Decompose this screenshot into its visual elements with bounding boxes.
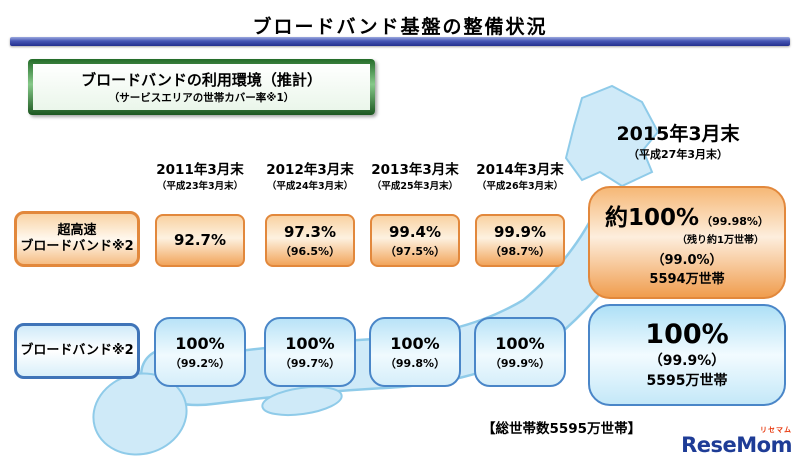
legend-box-inner: ブロードバンドの利用環境（推計） （サービスエリアの世帯カバー率※1） bbox=[33, 64, 370, 110]
cell-broadband-2014: 100% （99.9%） bbox=[474, 317, 566, 387]
cell-superfast-2011: 92.7% bbox=[155, 214, 245, 267]
resemom-logo: ReseMom bbox=[681, 433, 792, 457]
final-percent: （99.0%） bbox=[651, 253, 723, 268]
legend-subtitle: （サービスエリアの世帯カバー率※1） bbox=[108, 92, 295, 104]
column-header-2012: 2012年3月末 （平成24年3月末） bbox=[250, 158, 370, 192]
cell-subvalue: （98.7%） bbox=[489, 244, 551, 258]
cell-subvalue: （99.7%） bbox=[279, 356, 341, 370]
shikoku-shape bbox=[261, 385, 343, 417]
column-sublabel: （平成24年3月末） bbox=[266, 181, 354, 192]
cell-subvalue: （96.5%） bbox=[279, 244, 341, 258]
final-remaining-note: （残り約1万世帯） bbox=[677, 235, 764, 246]
final-percent: （99.9%） bbox=[648, 353, 726, 370]
column-label: 2011年3月末 bbox=[156, 162, 244, 178]
row-label-line1: ブロードバンド※2 bbox=[20, 342, 134, 358]
cell-subvalue: （97.5%） bbox=[384, 244, 446, 258]
cell-value: 92.7% bbox=[173, 230, 227, 249]
final-value: 100% bbox=[645, 318, 729, 350]
column-header-2011: 2011年3月末 （平成23年3月末） bbox=[140, 158, 260, 192]
cell-broadband-2011: 100% （99.2%） bbox=[154, 317, 246, 387]
cell-subvalue: （99.8%） bbox=[384, 356, 446, 370]
cell-value: 97.3% bbox=[283, 222, 337, 241]
cell-broadband-2012: 100% （99.7%） bbox=[264, 317, 356, 387]
title-underline-bar bbox=[10, 37, 790, 46]
row-label-superfast-broadband: 超高速 ブロードバンド※2 bbox=[14, 211, 140, 267]
row-label-broadband: ブロードバンド※2 bbox=[14, 323, 140, 379]
cell-value: 99.4% bbox=[388, 222, 442, 241]
final-households: 5594万世帯 bbox=[649, 272, 725, 287]
column-header-2014: 2014年3月末 （平成26年3月末） bbox=[460, 158, 580, 192]
cell-value: 100% bbox=[390, 333, 440, 353]
hokkaido-shape bbox=[564, 84, 660, 188]
page-title: ブロードバンド基盤の整備状況 bbox=[252, 16, 548, 38]
cell-value: 100% bbox=[495, 333, 545, 353]
column-sublabel: （平成25年3月末） bbox=[371, 181, 459, 192]
column-label: 2014年3月末 bbox=[476, 162, 564, 178]
column-label: 2013年3月末 bbox=[371, 162, 459, 178]
legend-box: ブロードバンドの利用環境（推計） （サービスエリアの世帯カバー率※1） bbox=[28, 59, 375, 115]
final-value-line: 約100% （99.98%） bbox=[605, 198, 769, 232]
column-label: 2012年3月末 bbox=[266, 162, 354, 178]
column-header-2015: 2015年3月末 （平成27年3月末） bbox=[578, 119, 778, 162]
final-households: 5595万世帯 bbox=[646, 373, 728, 390]
cell-subvalue: （99.9%） bbox=[489, 356, 551, 370]
legend-title: ブロードバンドの利用環境（推計） bbox=[81, 71, 322, 89]
cell-value: 100% bbox=[285, 333, 335, 353]
cell-value: 100% bbox=[175, 333, 225, 353]
watermark: リセマム ReseMom bbox=[681, 427, 792, 456]
watermark-ruby: リセマム bbox=[760, 426, 792, 434]
cell-superfast-2014: 99.9% （98.7%） bbox=[475, 214, 565, 267]
final-value-note: （99.98%） bbox=[701, 215, 769, 228]
cell-broadband-2015: 100% （99.9%） 5595万世帯 bbox=[588, 304, 786, 406]
column-sublabel: （平成23年3月末） bbox=[156, 181, 244, 192]
row-label-line2: ブロードバンド※2 bbox=[20, 239, 134, 254]
cell-superfast-2015: 約100% （99.98%） （残り約1万世帯） （99.0%） 5594万世帯 bbox=[588, 186, 786, 299]
column-sublabel: （平成26年3月末） bbox=[476, 181, 564, 192]
column-sublabel: （平成27年3月末） bbox=[628, 148, 728, 161]
row-label-line1: 超高速 bbox=[57, 222, 97, 238]
cell-value: 99.9% bbox=[493, 222, 547, 241]
column-header-2013: 2013年3月末 （平成25年3月末） bbox=[355, 158, 475, 192]
cell-superfast-2012: 97.3% （96.5%） bbox=[265, 214, 355, 267]
cell-broadband-2013: 100% （99.8%） bbox=[369, 317, 461, 387]
total-households-note: 【総世帯数5595万世帯】 bbox=[482, 421, 642, 437]
final-value: 約100% bbox=[605, 205, 700, 231]
cell-subvalue: （99.2%） bbox=[169, 356, 231, 370]
cell-superfast-2013: 99.4% （97.5%） bbox=[370, 214, 460, 267]
column-label: 2015年3月末 bbox=[616, 123, 740, 145]
